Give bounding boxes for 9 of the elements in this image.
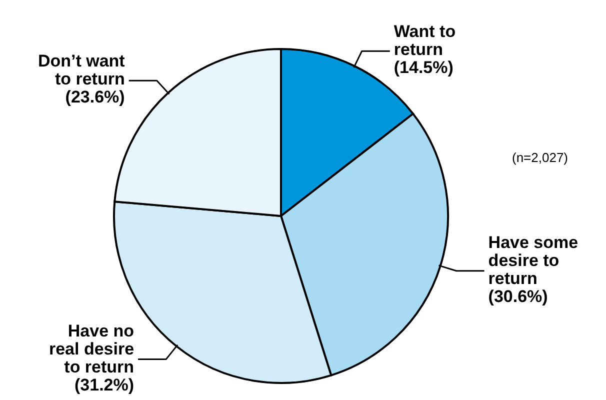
data-label: (14.5%): [394, 58, 454, 78]
slice-label: Don’t want to return: [38, 52, 126, 89]
data-label: (23.6%): [65, 88, 125, 107]
data-label: (31.2%): [74, 375, 134, 394]
slice-label: Want to return: [394, 22, 456, 60]
slice-label: Have no real desire to return: [48, 321, 134, 376]
text: (n=2,027): [512, 150, 568, 165]
slice-label: Have some desire to return: [488, 232, 578, 288]
data-label: (30.6%): [488, 286, 548, 306]
